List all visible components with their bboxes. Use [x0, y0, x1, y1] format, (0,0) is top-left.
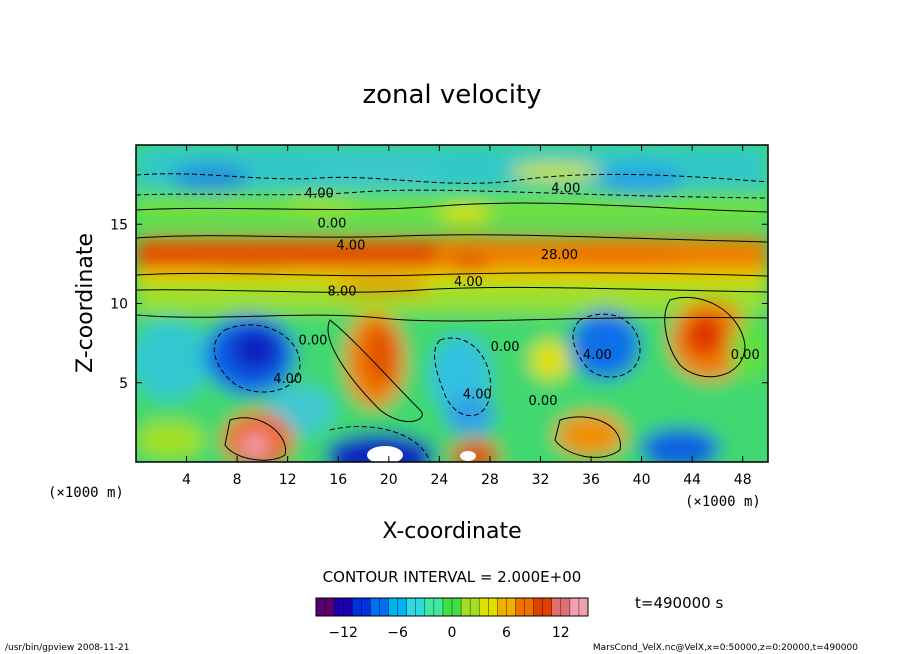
footer-left: /usr/bin/gpview 2008-11-21 — [5, 643, 129, 653]
colorbar-tick-label-3: 6 — [502, 625, 511, 641]
colorbar-tick-label-1: −6 — [387, 625, 408, 641]
contour-label-9: 4.00 — [583, 348, 612, 363]
contour-label-1: 4.00 — [551, 182, 580, 197]
footer-right: MarsCond_VelX.nc@VelX,x=0:50000,z=0:2000… — [593, 643, 858, 653]
x-tick-label-7: 32 — [532, 472, 550, 488]
contour-label-0: 4.00 — [305, 186, 334, 201]
contour-label-5: 4.00 — [454, 275, 483, 290]
contour-label-8: 0.00 — [491, 340, 520, 355]
contour-interval: CONTOUR INTERVAL = 2.000E+00 — [323, 568, 582, 586]
x-axis: 4 8 12 16 20 24 28 32 36 40 44 48 — [182, 145, 752, 488]
x-tick-label-9: 40 — [633, 472, 651, 488]
colorbar-ticks: −12 −6 0 6 12 — [328, 625, 569, 641]
x-tick-label-1: 8 — [233, 472, 242, 488]
x-tick-label-3: 16 — [329, 472, 347, 488]
colorbar-swatch-13 — [551, 598, 571, 616]
colorbar-tick-label-4: 12 — [552, 625, 570, 641]
colorbar-swatch-11 — [515, 598, 535, 616]
contour-label-13: 0.00 — [529, 394, 558, 409]
colorbar-swatch-1 — [334, 598, 353, 616]
colorbar-swatch-6 — [424, 598, 444, 616]
contour-label-10: 0.00 — [731, 348, 760, 363]
y-tick-label-2: 15 — [110, 217, 128, 233]
colorbar-swatch-14 — [569, 598, 589, 616]
colorbar-swatch-0 — [316, 598, 335, 616]
colorbar-swatch-3 — [370, 598, 390, 616]
colorbar-tick-label-0: −12 — [328, 625, 358, 641]
x-tick-label-2: 12 — [279, 472, 297, 488]
x-unit-left: (×1000 m) — [48, 485, 124, 501]
contour-label-11: 4.00 — [273, 372, 302, 387]
contour-label-12: 4.00 — [463, 388, 492, 403]
contour-label-7: 0.00 — [298, 334, 327, 349]
x-tick-label-11: 48 — [734, 472, 752, 488]
x-tick-label-4: 20 — [380, 472, 398, 488]
y-axis: 5 10 15 — [110, 217, 768, 392]
colorbar-swatch-7 — [442, 598, 462, 616]
colorbar-swatch-4 — [388, 598, 408, 616]
y-tick-label-0: 5 — [119, 376, 128, 392]
colorbar-swatch-12 — [533, 598, 553, 616]
y-tick-label-1: 10 — [110, 297, 128, 313]
plot-field: 4.00 4.00 0.00 4.00 28.00 4.00 8.00 0.00 0.00 4.0… — [136, 145, 768, 462]
x-tick-label-6: 28 — [481, 472, 499, 488]
colorbar-swatch-9 — [479, 598, 498, 616]
time-label: t=490000 s — [635, 594, 723, 612]
x-tick-label-8: 36 — [582, 472, 600, 488]
contour-label-2: 0.00 — [317, 216, 346, 231]
colorbar — [315, 597, 589, 617]
contour-label-6: 8.00 — [328, 285, 357, 300]
x-tick-label-10: 44 — [683, 472, 701, 488]
colorbar-tick-label-2: 0 — [448, 625, 457, 641]
x-axis-label: X-coordinate — [382, 519, 521, 544]
chart-title: zonal velocity — [362, 80, 541, 110]
x-tick-label-0: 4 — [182, 472, 191, 488]
contour-label-3: 4.00 — [336, 239, 365, 254]
colorbar-swatch-2 — [352, 598, 371, 616]
y-axis-label: Z-coordinate — [73, 233, 98, 373]
contour-labels: 4.00 4.00 0.00 4.00 28.00 4.00 8.00 0.00 0.00 4.0… — [273, 182, 760, 409]
colorbar-swatch-5 — [406, 598, 426, 616]
colorbar-swatch-10 — [497, 598, 516, 616]
x-unit-right: (×1000 m) — [685, 494, 761, 510]
colorbar-frame — [315, 597, 589, 617]
colorbar-swatch-8 — [461, 598, 480, 616]
x-tick-label-5: 24 — [430, 472, 448, 488]
contour-label-4: 28.00 — [541, 248, 578, 263]
